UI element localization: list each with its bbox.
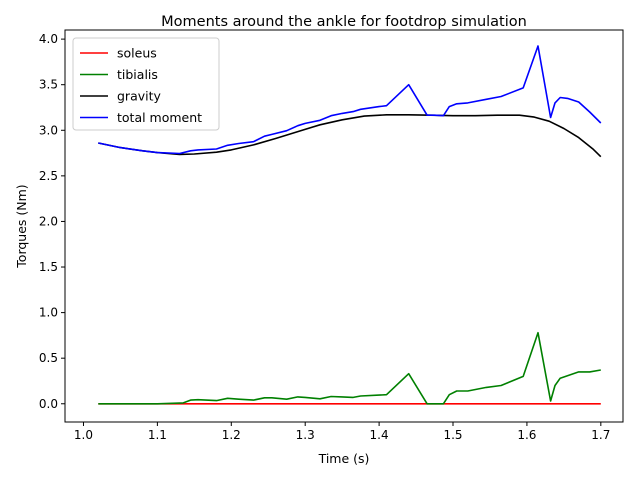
x-tick-label: 1.7 — [591, 428, 610, 442]
x-tick-label: 1.2 — [222, 428, 241, 442]
x-tick-label: 1.6 — [517, 428, 536, 442]
y-tick-label: 0.5 — [39, 351, 58, 365]
y-axis-label: Torques (Nm) — [14, 184, 29, 268]
y-axis: 0.0 0.5 1.0 1.5 2.0 2.5 3.0 3.5 4.0 — [39, 32, 65, 411]
plot-frame — [64, 29, 624, 423]
legend-label-gravity: gravity — [117, 89, 162, 104]
y-tick-label: 3.0 — [39, 123, 58, 137]
chart-title: Moments around the ankle for footdrop si… — [161, 14, 527, 30]
legend-label-soleus: soleus — [117, 46, 157, 61]
legend: soleus tibialis gravity total moment — [72, 37, 220, 131]
x-tick-label: 1.0 — [74, 428, 93, 442]
y-tick-label: 2.0 — [39, 214, 58, 228]
y-tick-label: 0.0 — [39, 397, 58, 411]
plot-area — [98, 45, 602, 405]
y-tick-label: 3.5 — [39, 78, 58, 92]
legend-box — [72, 37, 220, 131]
legend-label-tibialis: tibialis — [117, 67, 158, 82]
x-tick-label: 1.5 — [443, 428, 462, 442]
series-line-gravity — [98, 114, 602, 158]
y-tick-label: 1.0 — [39, 306, 58, 320]
x-tick-label: 1.1 — [148, 428, 167, 442]
x-tick-label: 1.4 — [370, 428, 389, 442]
legend-label-total-moment: total moment — [117, 110, 202, 125]
series-line-tibialis — [98, 331, 601, 405]
series-line-total-moment — [98, 45, 602, 155]
x-axis: 1.0 1.1 1.2 1.3 1.4 1.5 1.6 1.7 — [74, 422, 610, 442]
y-tick-label: 1.5 — [39, 260, 58, 274]
y-tick-label: 2.5 — [39, 169, 58, 183]
y-tick-label: 4.0 — [39, 32, 58, 46]
x-tick-label: 1.3 — [296, 428, 315, 442]
x-axis-label: Time (s) — [318, 451, 370, 466]
